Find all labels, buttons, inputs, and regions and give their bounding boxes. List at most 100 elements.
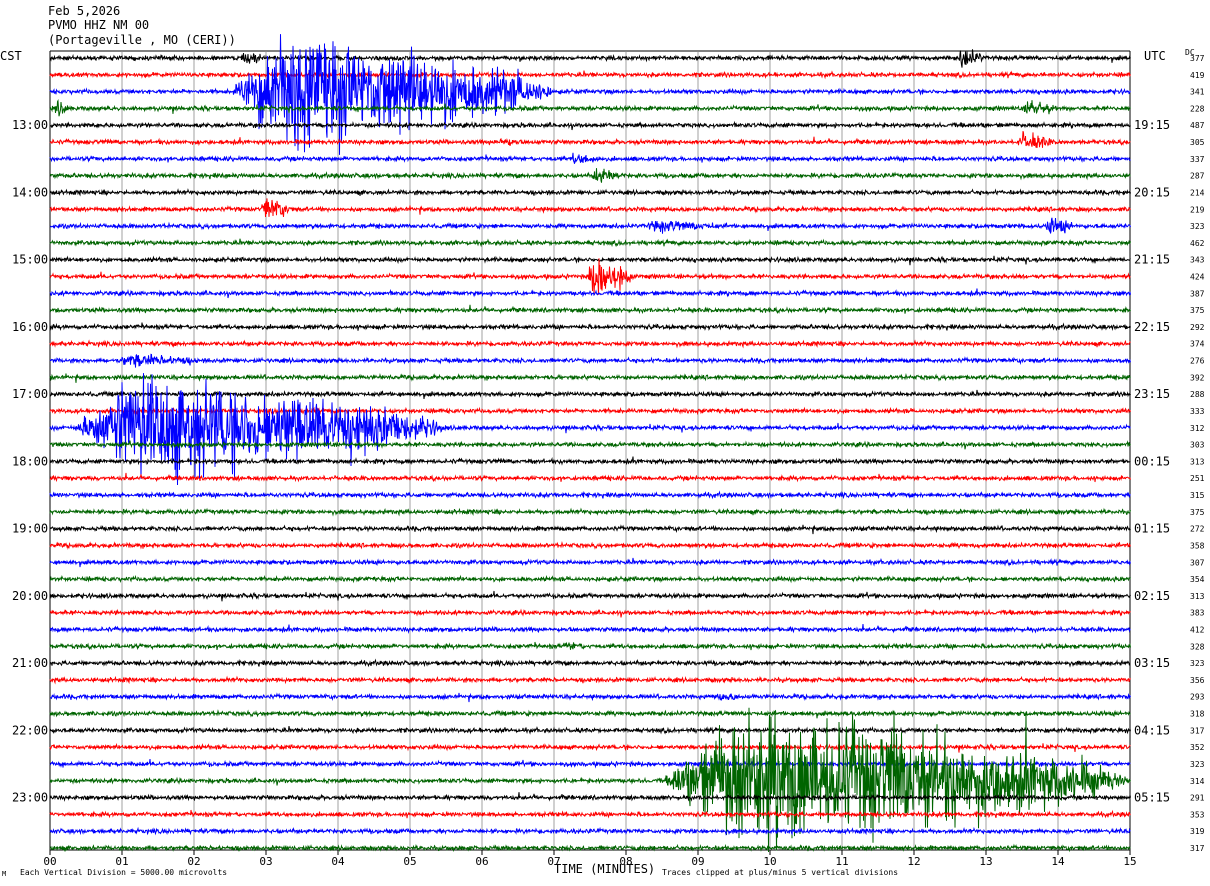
dc-offset-value: 288 [1190, 390, 1205, 399]
dc-offset-value: 219 [1190, 205, 1205, 214]
x-tick-label: 06 [475, 855, 488, 868]
dc-offset-value: 353 [1190, 810, 1205, 819]
left-timezone-label: CST [0, 49, 22, 63]
right-hour-label: 03:15 [1134, 656, 1170, 670]
dc-offset-value: 462 [1190, 239, 1205, 248]
left-hour-label: 20:00 [12, 589, 48, 603]
seismic-trace-row [49, 590, 1131, 602]
right-hour-label: 21:15 [1134, 253, 1170, 267]
seismic-trace-row [49, 675, 1131, 685]
seismic-trace-row [49, 339, 1131, 349]
seismic-trace-row [49, 168, 1131, 183]
seismic-trace-row [49, 624, 1131, 634]
x-tick-label: 11 [835, 855, 848, 868]
seismic-trace-row [49, 472, 1131, 483]
right-hour-label: 04:15 [1134, 723, 1170, 737]
seismic-trace-row [49, 541, 1131, 550]
seismic-trace-row [49, 707, 1131, 853]
x-tick-label: 03 [259, 855, 272, 868]
seismic-trace-row [49, 608, 1131, 618]
dc-offset-value: 337 [1190, 155, 1205, 164]
seismic-trace-row [49, 131, 1131, 149]
right-hour-label: 22:15 [1134, 320, 1170, 334]
seismic-trace-row [49, 389, 1131, 400]
dc-offset-value: 356 [1190, 676, 1205, 685]
dc-offset-value: 374 [1190, 340, 1205, 349]
dc-offset-value: 352 [1190, 743, 1205, 752]
seismic-trace-row [49, 258, 1131, 295]
clip-note: Traces clipped at plus/minus 5 vertical … [662, 868, 899, 877]
dc-offset-value: 291 [1190, 794, 1205, 803]
x-tick-label: 04 [331, 855, 345, 868]
plot-date: Feb 5,2026 [48, 4, 121, 18]
x-tick-label: 09 [691, 855, 704, 868]
left-hour-label: 23:00 [12, 791, 48, 805]
right-hour-label: 23:15 [1134, 387, 1170, 401]
seismic-trace-row [49, 373, 1131, 486]
seismic-trace-row [49, 440, 1131, 450]
dc-offset-value: 323 [1190, 760, 1205, 769]
right-timezone-label: UTC [1144, 49, 1166, 63]
seismic-trace-row [49, 574, 1131, 584]
seismic-trace-row [49, 490, 1131, 500]
dc-offset-value: 358 [1190, 541, 1205, 550]
dc-offset-value: 305 [1190, 138, 1205, 147]
left-hour-label: 22:00 [12, 723, 48, 737]
seismic-trace-row [49, 238, 1131, 248]
dc-offset-value: 315 [1190, 491, 1205, 500]
x-tick-label: 08 [619, 855, 632, 868]
seismic-trace-row [49, 217, 1131, 234]
dc-offset-value: 312 [1190, 424, 1205, 433]
dc-offset-value: 314 [1190, 777, 1205, 786]
x-tick-label: 12 [907, 855, 920, 868]
dc-offset-value: 328 [1190, 642, 1205, 651]
seismic-trace-row [49, 372, 1131, 383]
seismic-trace-row [49, 34, 1131, 155]
dc-offset-value: 313 [1190, 457, 1205, 466]
seismic-trace-row [49, 658, 1131, 668]
dc-offset-value: 341 [1190, 88, 1205, 97]
dc-offset-value: 251 [1190, 474, 1205, 483]
plot-grid [49, 50, 1131, 855]
seismic-trace-row [49, 557, 1131, 568]
left-hour-label: 17:00 [12, 387, 48, 401]
seismic-trace-row [49, 152, 1131, 164]
dc-offset-value: 323 [1190, 659, 1205, 668]
dc-offset-value: 313 [1190, 592, 1205, 601]
dc-offset-value: 228 [1190, 104, 1205, 113]
dc-offset-value: 323 [1190, 222, 1205, 231]
station-location: (Portageville , MO (CERI)) [48, 33, 236, 47]
trace-group [49, 34, 1131, 853]
dc-offset-value: 377 [1190, 54, 1205, 63]
dc-offset-value: 419 [1190, 71, 1205, 80]
dc-offset-value: 307 [1190, 558, 1205, 567]
dc-offset-value: 317 [1190, 726, 1205, 735]
seismic-trace-row [49, 507, 1131, 517]
seismic-trace-row [49, 524, 1131, 535]
scale-note: Each Vertical Division = 5000.00 microvo… [20, 868, 228, 877]
seismic-trace-row [49, 49, 1131, 68]
dc-offset-value: 375 [1190, 306, 1205, 315]
seismic-trace-row [49, 353, 1131, 368]
seismic-trace-row [49, 826, 1131, 836]
seismic-trace-row [49, 742, 1131, 753]
station-code: PVMO HHZ NM 00 [48, 18, 150, 32]
seismic-trace-row [49, 255, 1131, 266]
x-tick-label: 01 [115, 855, 128, 868]
right-hour-label: 01:15 [1134, 522, 1170, 536]
dc-offset-value: 387 [1190, 289, 1205, 298]
left-hour-label: 21:00 [12, 656, 48, 670]
seismic-trace-row [49, 322, 1131, 332]
dc-offset-value: 272 [1190, 525, 1205, 534]
seismic-trace-row [49, 709, 1131, 719]
dc-offset-value: 293 [1190, 693, 1205, 702]
dc-offset-value: 214 [1190, 188, 1205, 197]
seismic-trace-row [49, 843, 1131, 853]
right-hour-label: 02:15 [1134, 589, 1170, 603]
seismic-trace-row [49, 692, 1131, 703]
seismic-trace-row [49, 809, 1131, 819]
right-hour-label: 05:15 [1134, 791, 1170, 805]
seismic-trace-row [49, 120, 1131, 131]
right-hour-label: 00:15 [1134, 454, 1170, 468]
dc-offset-value: 424 [1190, 273, 1205, 282]
